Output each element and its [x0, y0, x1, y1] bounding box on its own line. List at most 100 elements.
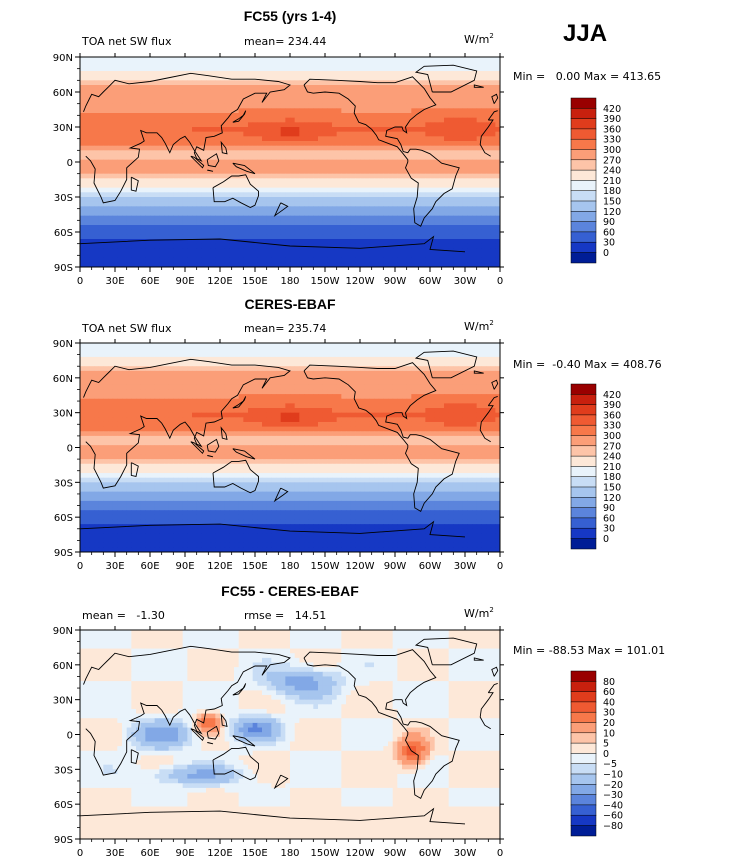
field-cell — [154, 201, 160, 207]
field-cell — [495, 164, 500, 170]
field-cell — [187, 370, 193, 376]
field-cell — [126, 61, 132, 67]
field-cell — [374, 136, 380, 142]
field-cell — [369, 108, 375, 114]
field-cell — [360, 131, 366, 137]
field-cell — [392, 150, 398, 156]
field-cell — [140, 155, 146, 161]
field-cell — [108, 66, 114, 72]
field-cell — [206, 89, 212, 95]
field-cell — [336, 220, 342, 226]
field-cell — [173, 150, 179, 156]
field-cell — [327, 370, 333, 376]
field-cell — [341, 61, 347, 67]
field-cell — [411, 187, 417, 193]
field-cell — [402, 347, 408, 353]
field-cell — [206, 75, 212, 81]
field-cell — [369, 248, 375, 254]
field-cell — [476, 173, 482, 179]
field-cell — [486, 61, 492, 67]
field-cell — [266, 178, 272, 184]
field-cell — [383, 155, 389, 161]
field-cell — [490, 225, 496, 231]
field-cell — [294, 131, 300, 137]
field-cell — [355, 201, 361, 207]
field-cell — [322, 347, 328, 353]
field-cell — [182, 94, 188, 100]
field-cell — [341, 361, 347, 367]
field-cell — [350, 155, 356, 161]
field-cell — [80, 145, 86, 151]
field-cell — [234, 75, 240, 81]
field-cell — [378, 57, 384, 63]
field-cell — [322, 164, 328, 170]
field-cell — [294, 257, 300, 263]
field-cell — [145, 85, 151, 91]
field-cell — [364, 145, 370, 151]
field-cell — [327, 159, 333, 165]
field-cell — [201, 361, 207, 367]
field-cell — [336, 80, 342, 86]
field-cell — [168, 136, 174, 142]
field-cell — [159, 169, 165, 175]
field-cell — [103, 370, 109, 376]
field-cell — [425, 375, 431, 381]
field-cell — [173, 113, 179, 119]
field-cell — [182, 173, 188, 179]
field-cell — [313, 183, 319, 189]
field-cell — [126, 164, 132, 170]
field-cell — [280, 253, 286, 259]
field-cell — [355, 71, 361, 77]
field-cell — [210, 375, 216, 381]
field-cell — [490, 206, 496, 212]
field-cell — [266, 127, 272, 133]
field-cell — [416, 155, 422, 161]
field-cell — [369, 113, 375, 119]
field-cell — [154, 150, 160, 156]
field-cell — [164, 155, 170, 161]
field-cell — [397, 211, 403, 217]
field-cell — [350, 220, 356, 226]
field-cell — [215, 239, 221, 245]
field-cell — [392, 197, 398, 203]
field-cell — [402, 117, 408, 123]
field-cell — [369, 225, 375, 231]
field-cell — [215, 103, 221, 109]
field-cell — [406, 257, 412, 263]
field-cell — [313, 187, 319, 193]
field-cell — [341, 103, 347, 109]
field-cell — [327, 103, 333, 109]
field-cell — [201, 173, 207, 179]
field-cell — [271, 173, 277, 179]
field-cell — [336, 183, 342, 189]
field-cell — [453, 136, 459, 142]
field-cell — [159, 234, 165, 240]
field-cell — [178, 122, 184, 128]
field-cell — [439, 192, 445, 198]
field-cell — [406, 225, 412, 231]
field-cell — [350, 117, 356, 123]
field-cell — [481, 225, 487, 231]
field-cell — [299, 347, 305, 353]
field-cell — [220, 229, 226, 235]
field-cell — [439, 347, 445, 353]
field-cell — [406, 127, 412, 133]
field-cell — [299, 239, 305, 245]
field-cell — [192, 201, 198, 207]
field-cell — [350, 127, 356, 133]
field-cell — [252, 220, 258, 226]
field-cell — [425, 253, 431, 259]
field-cell — [215, 145, 221, 151]
field-cell — [187, 117, 193, 123]
field-cell — [196, 206, 202, 212]
field-cell — [388, 262, 394, 267]
field-cell — [411, 103, 417, 109]
field-cell — [252, 211, 258, 217]
field-cell — [336, 380, 342, 386]
field-cell — [332, 262, 338, 267]
field-cell — [192, 108, 198, 114]
field-cell — [341, 215, 347, 221]
field-cell — [472, 99, 478, 105]
field-cell — [285, 262, 291, 267]
field-cell — [453, 117, 459, 123]
